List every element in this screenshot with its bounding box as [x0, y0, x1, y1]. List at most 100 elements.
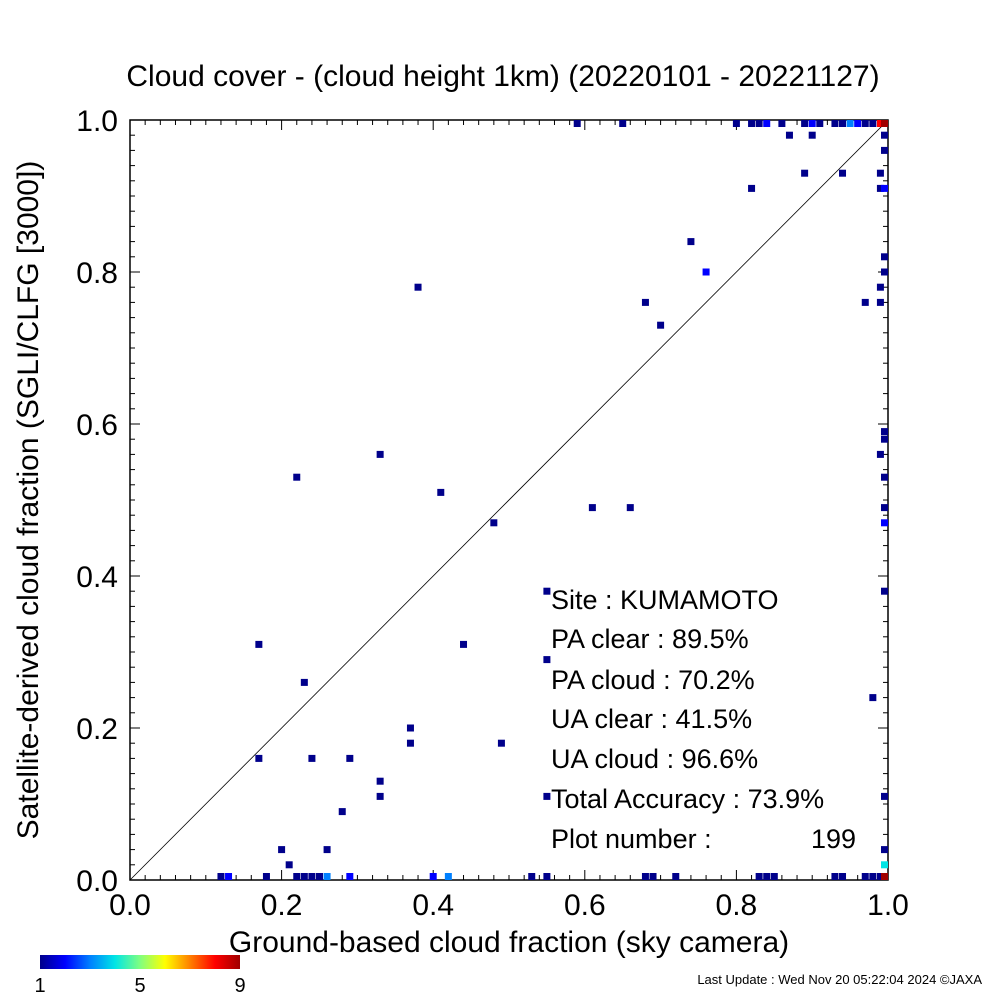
data-point — [876, 283, 884, 291]
data-point — [881, 268, 888, 276]
data-point — [881, 861, 888, 869]
data-point — [285, 861, 293, 869]
data-point — [881, 519, 888, 527]
data-point — [861, 873, 869, 880]
data-point — [641, 873, 649, 880]
data-point — [293, 873, 301, 880]
data-point — [528, 873, 536, 880]
data-point — [406, 724, 414, 732]
data-point — [657, 321, 665, 329]
data-point — [881, 846, 888, 854]
data-point — [876, 120, 884, 127]
x-tick-label: 0.0 — [109, 889, 151, 922]
data-point — [316, 873, 323, 880]
data-point — [881, 435, 888, 443]
x-tick-label: 0.4 — [412, 889, 454, 922]
data-point — [755, 120, 763, 127]
data-point — [626, 504, 634, 512]
colorbar-tick-label: 9 — [234, 975, 245, 997]
stat-plot-number-label: Plot number : — [551, 824, 712, 854]
y-tick-label: 0.4 — [76, 561, 118, 594]
data-point — [854, 120, 862, 127]
data-point — [308, 873, 316, 880]
data-point — [490, 519, 498, 527]
data-point — [876, 450, 884, 458]
stat-pa-clear: PA clear : 89.5% — [551, 624, 749, 654]
data-point — [876, 184, 884, 192]
data-point — [748, 184, 756, 192]
data-point — [376, 450, 384, 458]
data-points — [217, 120, 888, 880]
data-point — [225, 873, 233, 880]
data-point — [573, 120, 581, 127]
data-point — [217, 873, 225, 880]
colorbar-tick-label: 1 — [34, 975, 45, 997]
data-point — [839, 873, 847, 880]
data-point — [619, 120, 627, 127]
data-point — [881, 428, 888, 436]
data-point — [881, 131, 888, 139]
data-point — [881, 792, 888, 800]
data-point — [429, 873, 437, 880]
data-point — [278, 846, 286, 854]
x-tick-label: 0.8 — [716, 889, 758, 922]
one-to-one-diagonal-line — [129, 119, 889, 881]
stat-ua-clear: UA clear : 41.5% — [551, 704, 752, 734]
data-point — [881, 146, 888, 154]
x-tick-label: 0.2 — [261, 889, 303, 922]
data-point — [831, 120, 839, 127]
data-point — [308, 754, 316, 762]
data-point — [437, 488, 445, 496]
y-tick-label: 0.8 — [76, 257, 118, 290]
data-point — [839, 120, 847, 127]
data-point — [376, 792, 384, 800]
data-point — [262, 873, 270, 880]
y-axis-tick-labels: 0.0 0.2 0.4 0.6 0.8 1.0 — [76, 105, 118, 898]
stat-plot-number-value: 199 — [811, 824, 856, 854]
data-point — [376, 777, 384, 785]
data-point — [323, 846, 331, 854]
data-point — [732, 120, 740, 127]
data-point — [846, 120, 854, 127]
data-point — [346, 873, 354, 880]
data-point — [801, 169, 809, 177]
data-point — [497, 739, 505, 747]
colorbar: 1 5 9 — [34, 955, 246, 997]
data-point — [346, 754, 354, 762]
x-axis-label: Ground-based cloud fraction (sky camera) — [229, 926, 789, 959]
stat-pa-cloud: PA cloud : 70.2% — [551, 665, 755, 695]
data-point — [588, 504, 596, 512]
data-point — [778, 120, 786, 127]
data-point — [687, 238, 695, 246]
data-point — [543, 656, 551, 664]
statistics-panel: Site : KUMAMOTO PA clear : 89.5% PA clou… — [551, 585, 856, 854]
data-point — [869, 873, 877, 880]
data-point — [444, 873, 452, 880]
data-point — [300, 678, 308, 686]
data-point — [255, 754, 263, 762]
plot-area — [129, 119, 889, 881]
chart-title: Cloud cover - (cloud height 1km) (202201… — [126, 60, 879, 93]
data-point — [808, 120, 816, 127]
data-point — [702, 268, 710, 276]
data-point — [881, 120, 888, 127]
data-point — [338, 808, 346, 816]
data-point — [869, 120, 877, 127]
data-point — [460, 640, 468, 648]
data-point — [876, 873, 884, 880]
data-point — [293, 473, 301, 481]
data-point — [255, 640, 263, 648]
data-point — [543, 873, 551, 880]
data-point — [861, 298, 869, 306]
y-axis-label: Satellite-derived cloud fraction (SGLI/C… — [12, 161, 45, 840]
data-point — [785, 131, 793, 139]
data-point — [543, 792, 551, 800]
data-point — [861, 120, 869, 127]
data-point — [808, 131, 816, 139]
stat-ua-cloud: UA cloud : 96.6% — [551, 744, 758, 774]
data-point — [881, 184, 888, 192]
data-point — [869, 694, 877, 702]
data-point — [881, 873, 888, 880]
y-tick-label: 1.0 — [76, 105, 118, 138]
